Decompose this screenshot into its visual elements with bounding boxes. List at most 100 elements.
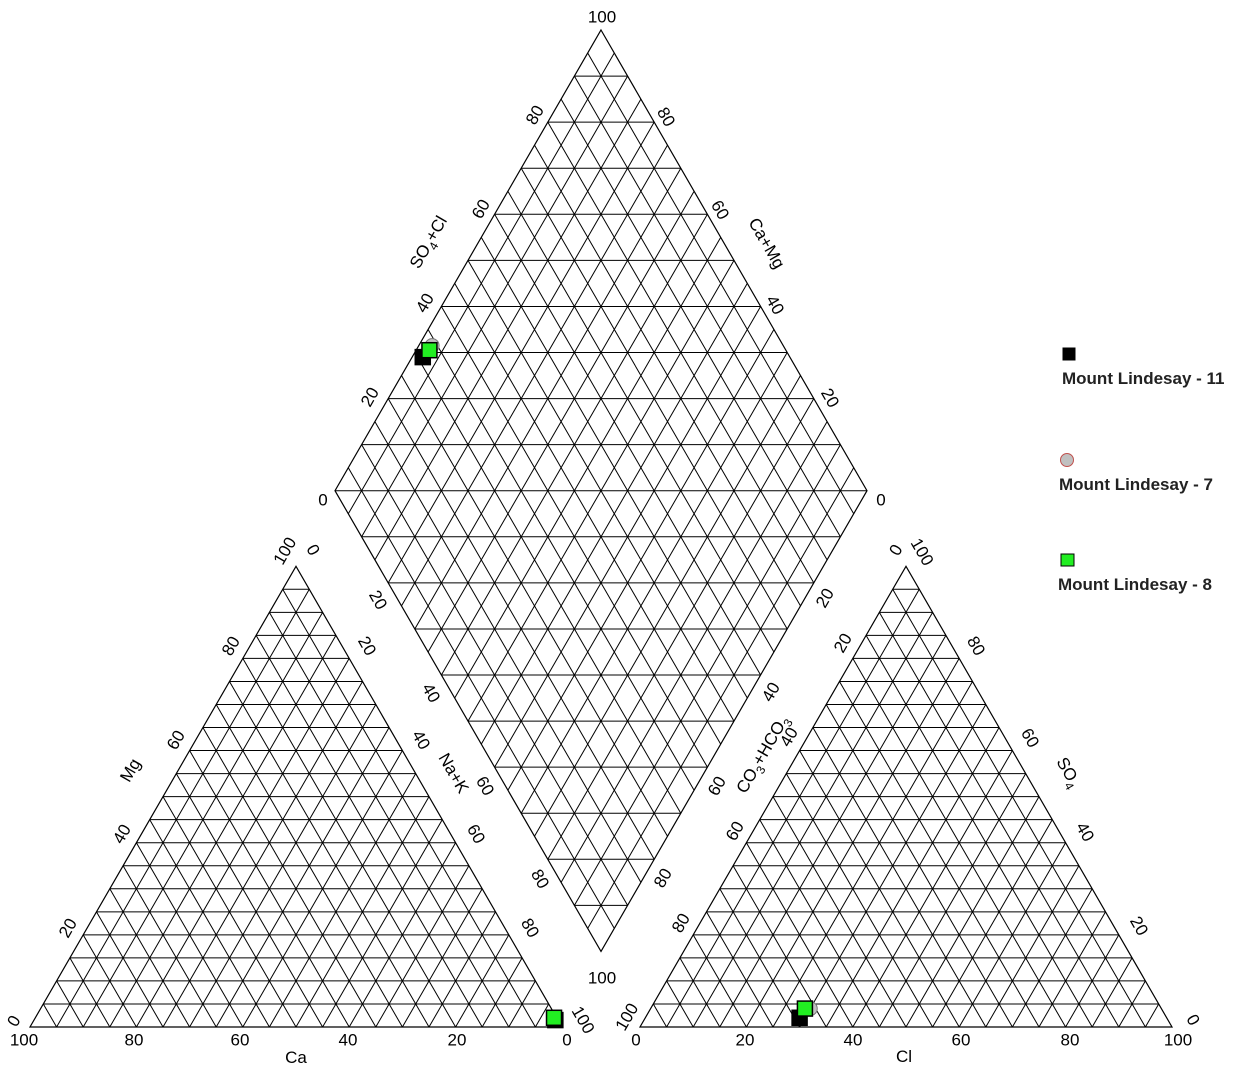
anion-point xyxy=(796,1000,814,1017)
diamond-grid-line xyxy=(534,144,801,607)
diamond-grid-line xyxy=(494,214,762,676)
diamond-grid-line xyxy=(520,352,788,814)
cation-bottom-axis-label: Ca xyxy=(285,1048,307,1067)
diamond-grid-line xyxy=(480,283,748,745)
cation-right-tick-label: 0 xyxy=(302,541,323,559)
cation-triangle-grid-line xyxy=(69,957,111,1028)
anion-triangle-grid-line xyxy=(1144,1003,1160,1028)
anion-triangle-grid-line xyxy=(985,865,1080,1028)
diamond-tick-label: 0 xyxy=(876,491,885,510)
diamond-upper-left-tick-label: 80 xyxy=(522,102,548,128)
anion-triangle-grid-line xyxy=(825,727,1000,1028)
diamond-lower-left-tick-label: 80 xyxy=(527,866,553,892)
anion-triangle-grid-line xyxy=(1091,957,1133,1028)
anion-triangle-grid-line xyxy=(812,727,987,1028)
cation-triangle-grid-line xyxy=(375,865,470,1028)
cation-triangle-grid-line xyxy=(42,1003,58,1028)
diamond-upper-right-axis-label: Ca+Mg xyxy=(745,214,789,271)
diamond-lower-right-tick-label: 80 xyxy=(650,865,676,891)
anion-triangle-grid-line xyxy=(839,681,1040,1028)
anion-triangle-grid-line xyxy=(719,635,947,1028)
legend-marker-square-black xyxy=(1062,347,1076,361)
diamond-grid-line xyxy=(560,98,828,561)
anion-right-tick-label: 100 xyxy=(907,535,938,569)
anion-triangle-grid-line xyxy=(652,1003,668,1028)
cation-triangle-grid-line xyxy=(56,980,84,1028)
legend-label: Mount Lindesay - 11 xyxy=(1062,369,1225,388)
cation-triangle-grid-line xyxy=(229,681,430,1028)
cation-triangle-grid-line xyxy=(56,589,310,1028)
anion-left-tick-label: 60 xyxy=(722,818,748,844)
axis-labels: Ca Mg Na+K Cl CO3+HCO3 SO4 SO4+Cl Ca+Mg xyxy=(116,212,1082,1067)
diamond-upper-right-tick-label: 60 xyxy=(707,197,733,223)
anion-triangle-grid-line xyxy=(719,888,801,1028)
cation-triangle-grid-line xyxy=(162,681,363,1028)
anion-triangle-grid-line xyxy=(892,589,1146,1028)
anion-left-tick-label: 100 xyxy=(612,1000,643,1034)
diamond-tick-label: 100 xyxy=(588,969,616,988)
cation-left-tick-label: 40 xyxy=(109,821,135,847)
anion-triangle-grid-line xyxy=(772,681,973,1028)
anion-bottom-tick-label: 60 xyxy=(952,1031,971,1050)
anion-triangle-outline xyxy=(638,565,1174,1028)
plot-outlines xyxy=(28,28,1174,1028)
legend-marker-square-green xyxy=(1060,553,1075,567)
diamond-grid-line xyxy=(507,191,775,653)
anion-bottom-tick-label: 0 xyxy=(631,1031,640,1050)
cation-triangle-grid-line xyxy=(268,612,510,1028)
cation-triangle-grid-line xyxy=(202,727,377,1028)
anion-right-tick-label: 80 xyxy=(963,633,989,659)
anion-triangle-grid-line xyxy=(852,658,1067,1028)
cation-left-tick-label: 20 xyxy=(55,915,81,941)
anion-triangle-grid-line xyxy=(666,980,694,1028)
anion-bottom-tick-label: 100 xyxy=(1164,1031,1192,1050)
diamond-grid-line xyxy=(560,421,828,883)
diamond-upper-left-axis-label: SO4+Cl xyxy=(405,212,454,273)
diamond-tick-label: 0 xyxy=(318,491,327,510)
diamond-grid-line xyxy=(520,167,788,630)
cation-right-tick-label: 20 xyxy=(354,633,380,659)
diamond-outline xyxy=(334,28,868,953)
cation-left-tick-label: 80 xyxy=(218,633,244,659)
cation-triangle-grid-line xyxy=(149,819,270,1028)
diamond-grid-line xyxy=(587,467,855,929)
diamond-upper-left-tick-label: 40 xyxy=(412,290,438,316)
cation-triangle-grid-line xyxy=(242,658,457,1028)
cation-triangle-grid-line xyxy=(215,727,390,1028)
diamond-upper-left-tick-label: 60 xyxy=(468,196,494,222)
cation-triangle-grid-line xyxy=(534,1003,550,1028)
cation-left-tick-label: 60 xyxy=(163,727,189,753)
grid-lines xyxy=(42,52,1160,1028)
diamond-lower-right-tick-label: 40 xyxy=(758,679,784,705)
anion-triangle-grid-line xyxy=(878,773,1027,1028)
cation-triangle-outline xyxy=(28,565,564,1028)
cation-bottom-tick-label: 0 xyxy=(562,1031,571,1050)
cation-left-tick-label: 0 xyxy=(3,1012,24,1030)
anion-bottom-tick-label: 40 xyxy=(844,1031,863,1050)
cation-triangle-grid-line xyxy=(428,911,496,1028)
anion-triangle-grid-line xyxy=(745,842,854,1028)
diamond-lower-left-tick-label: 40 xyxy=(418,680,444,706)
anion-triangle-grid-line xyxy=(799,750,960,1028)
cation-bottom-tick-label: 80 xyxy=(125,1031,144,1050)
cation-right-tick-label: 60 xyxy=(463,821,489,847)
anion-triangle-grid-line xyxy=(932,819,1053,1028)
cation-triangle-grid-line xyxy=(109,635,337,1028)
anion-triangle-grid-line xyxy=(679,957,721,1028)
cation-triangle-grid-line xyxy=(282,589,536,1028)
cation-right-tick-label: 100 xyxy=(568,1003,599,1037)
diamond-grid-line xyxy=(547,398,815,860)
cation-bottom-tick-label: 60 xyxy=(231,1031,250,1050)
cation-right-tick-label: 80 xyxy=(517,915,543,941)
cation-right-tick-label: 40 xyxy=(408,727,434,753)
diamond-upper-right-tick-label: 40 xyxy=(762,292,788,318)
cation-triangle-grid-line xyxy=(268,773,417,1028)
diamond-grid-line xyxy=(494,306,762,768)
diamond-grid-line xyxy=(573,75,841,538)
cation-left-axis-label: Mg xyxy=(116,755,144,785)
anion-triangle-grid-line xyxy=(785,773,934,1028)
anion-triangle-grid-line xyxy=(772,796,907,1028)
cation-bottom-tick-label: 100 xyxy=(10,1031,38,1050)
diamond-lower-right-tick-label: 60 xyxy=(704,773,730,799)
